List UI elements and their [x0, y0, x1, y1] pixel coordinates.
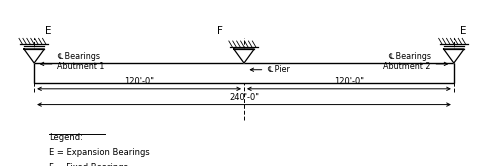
Text: Abutment 1: Abutment 1: [57, 62, 104, 71]
Text: F: F: [217, 26, 223, 36]
Text: Abutment 2: Abutment 2: [384, 62, 431, 71]
Polygon shape: [234, 49, 254, 63]
Text: E: E: [45, 26, 51, 36]
Text: ℄ Bearings: ℄ Bearings: [388, 52, 431, 61]
Text: ℄ Bearings: ℄ Bearings: [57, 52, 100, 61]
Polygon shape: [444, 49, 464, 63]
Text: ℄ Pier: ℄ Pier: [267, 65, 290, 74]
Text: E = Expansion Bearings: E = Expansion Bearings: [49, 148, 149, 157]
Text: F = Fixed Bearings: F = Fixed Bearings: [49, 163, 128, 166]
Polygon shape: [24, 49, 44, 63]
Text: 240'-0": 240'-0": [229, 93, 259, 102]
Text: 120'-0": 120'-0": [334, 77, 364, 86]
Bar: [34, 63, 454, 83]
Text: 120'-0": 120'-0": [124, 77, 154, 86]
Text: E: E: [460, 26, 466, 36]
Text: Legend:: Legend:: [49, 133, 82, 142]
